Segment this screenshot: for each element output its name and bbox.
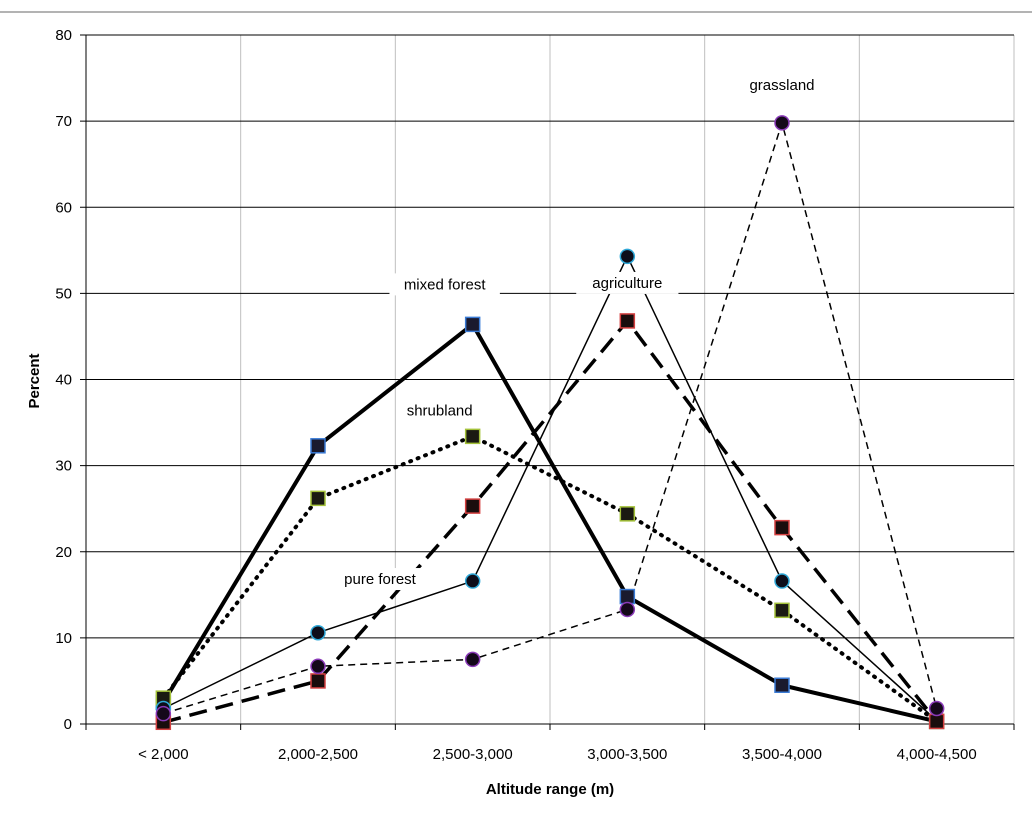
annotation-label: grassland: [739, 73, 825, 96]
annotation-label: agriculture: [576, 271, 679, 294]
series-4-marker: [619, 601, 636, 618]
x-tick-label: 2,000-2,500: [278, 746, 358, 763]
annotation-background: [576, 271, 679, 294]
series-4-marker: [310, 658, 326, 675]
series-group: [155, 115, 945, 731]
annotation-label: shrubland: [396, 399, 483, 422]
x-tick-label: 4,000-4,500: [897, 746, 977, 763]
series-2-marker: [310, 624, 326, 641]
x-tick-label: 3,000-3,500: [587, 746, 667, 763]
annotation-text: agriculture: [592, 275, 662, 292]
annotation-text: shrubland: [407, 402, 473, 419]
series-4-marker: [155, 705, 172, 722]
annotation-group: grassland agriculture mixed forest shrublan…: [328, 73, 825, 591]
series-2-line: [163, 255, 938, 722]
annotation-background: [739, 73, 825, 96]
x-tick-label: < 2,000: [138, 746, 188, 763]
annotation-background: [328, 568, 432, 591]
series-4-line: [163, 122, 938, 715]
annotation-text: pure forest: [344, 571, 417, 588]
series-4-marker: [928, 700, 945, 717]
x-tick-label: 3,500-4,000: [742, 746, 822, 763]
series-2-marker: [619, 248, 636, 265]
series-0-marker: [464, 316, 481, 333]
series-4-marker: [464, 651, 481, 668]
annotation-text: grassland: [749, 77, 814, 94]
series-1-marker: [619, 506, 636, 522]
y-tick-label: 0: [64, 716, 72, 733]
series-3-line: [162, 319, 939, 724]
y-tick-label: 60: [55, 199, 72, 216]
annotation-text: mixed forest: [404, 276, 487, 293]
series-0-marker: [310, 438, 326, 454]
series-0-line: [161, 322, 938, 724]
series-1-marker: [774, 602, 790, 619]
y-tick-label: 40: [55, 372, 72, 389]
series-3-marker: [464, 498, 481, 514]
series-4-marker: [774, 115, 790, 131]
axes: 0 10 20 30 40 50 60 70 80 < 2,000 2,000-2,500 2,500…: [55, 27, 1015, 763]
series-2-marker: [774, 573, 790, 589]
y-tick-label: 50: [55, 285, 72, 302]
y-tick-label: 10: [55, 630, 72, 647]
series-3-marker: [310, 673, 326, 689]
series-3-marker: [774, 519, 790, 536]
series-2-marker: [464, 573, 481, 589]
y-tick-label: 70: [55, 113, 72, 130]
series-0-marker: [774, 677, 790, 693]
y-axis-title: Percent: [26, 353, 43, 408]
series-3-marker: [928, 713, 945, 730]
x-axis-title: Altitude range (m): [486, 781, 614, 798]
series-3-marker: [619, 313, 636, 329]
annotation-background: [389, 273, 500, 296]
annotation-background: [396, 399, 483, 422]
annotation-label: mixed forest: [389, 273, 500, 296]
series-1-marker: [464, 428, 481, 445]
y-tick-label: 30: [55, 458, 72, 475]
series-0-marker: [619, 588, 636, 605]
series-1-marker: [310, 490, 326, 507]
annotation-label: pure forest: [328, 568, 432, 591]
y-tick-label: 80: [55, 27, 72, 44]
gridlines: [80, 34, 1015, 725]
x-tick-label: 2,500-3,000: [433, 746, 513, 763]
series-1-line: [161, 434, 939, 724]
y-tick-label: 20: [55, 544, 72, 561]
